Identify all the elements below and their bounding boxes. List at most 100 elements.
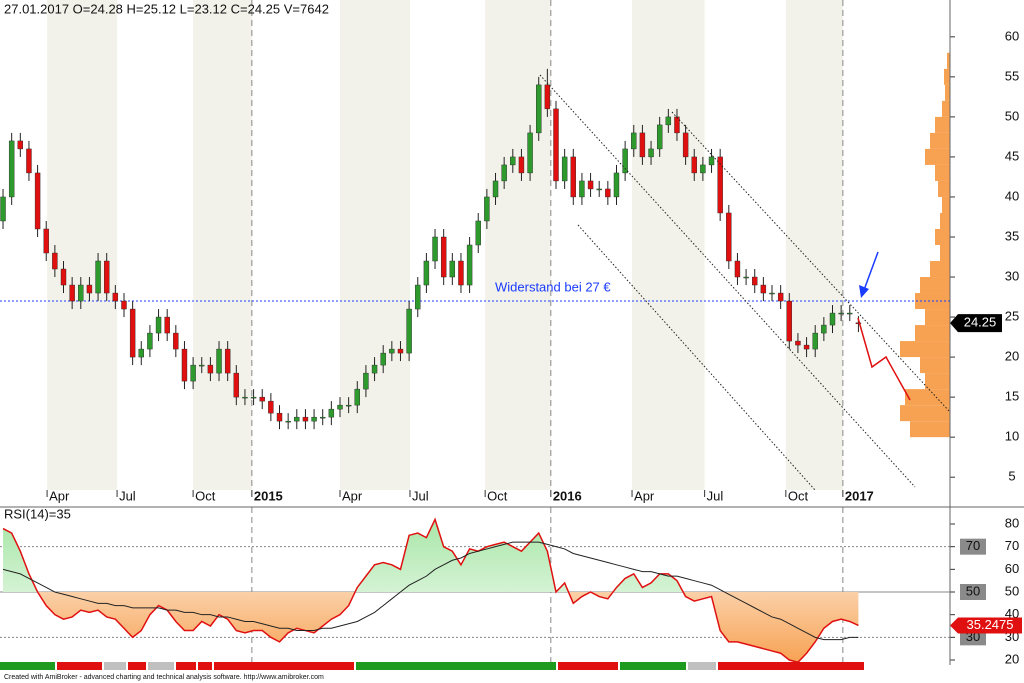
arrow	[863, 251, 879, 291]
candle-body	[363, 372, 369, 390]
candle-body	[527, 132, 533, 174]
background-band	[785, 0, 843, 490]
candle-body	[821, 324, 827, 334]
candle-body	[17, 140, 24, 150]
y-tick-label: 15	[1005, 389, 1019, 404]
candle-body	[812, 332, 818, 350]
level-box	[960, 538, 986, 555]
candle-body	[311, 416, 317, 422]
candle-body	[510, 156, 516, 166]
trend-channel	[671, 111, 951, 413]
candle-body	[380, 352, 386, 366]
level-label: 50	[966, 583, 980, 598]
level-label: 70	[966, 538, 980, 553]
candle-body	[855, 322, 862, 325]
candle-body	[466, 244, 473, 286]
background-band	[47, 0, 118, 490]
candle-body	[147, 332, 153, 350]
level-box	[960, 584, 986, 601]
volume-profile-bar	[942, 100, 950, 117]
candle-body	[518, 156, 525, 174]
y-tick-label: 60	[1005, 28, 1019, 43]
volume-profile-bar	[910, 421, 950, 438]
y-tick-label: 55	[1005, 68, 1019, 83]
candle-body	[726, 212, 732, 262]
volume-profile-bar	[935, 228, 950, 245]
candle-body	[596, 188, 602, 191]
volume-profile-bar	[930, 132, 950, 149]
indicator-line	[2, 517, 859, 664]
candle-body	[78, 284, 84, 302]
candle-body	[544, 84, 551, 110]
y-tick-label: 10	[1005, 429, 1019, 444]
candle-body	[536, 84, 542, 134]
candle-body	[492, 180, 499, 198]
volume-profile-bar	[940, 245, 950, 262]
last-price-label: 24.25	[964, 315, 997, 330]
y-tick-label: 30	[1005, 268, 1019, 283]
volume-profile-bar	[900, 341, 950, 358]
y-tick-label: 40	[1005, 606, 1019, 621]
candle-body	[484, 196, 490, 222]
y-tick-label: 25	[1005, 308, 1019, 323]
y-tick-label: 50	[1005, 108, 1019, 123]
candle-body	[631, 132, 637, 150]
candle-body	[26, 148, 32, 174]
candle-body	[34, 172, 41, 230]
background-band	[193, 0, 252, 490]
candle-body	[829, 312, 836, 326]
candle-body	[121, 300, 127, 310]
x-tick-label: Jul	[119, 488, 136, 503]
candle-body	[803, 344, 810, 350]
candle-body	[475, 220, 481, 246]
candle-body	[164, 316, 170, 334]
candle-body	[155, 316, 162, 334]
candle-body	[328, 408, 335, 418]
candle-body	[440, 236, 447, 278]
candle-body	[605, 188, 611, 198]
x-tick-label: Jul	[707, 488, 724, 503]
candle-body	[216, 348, 222, 374]
credit: Created with AmiBroker - advanced charti…	[4, 674, 324, 681]
candle-body	[682, 132, 689, 158]
y-tick-label: 70	[1005, 538, 1019, 553]
y-tick-label: 60	[1005, 561, 1019, 576]
volume-profile-bar	[930, 261, 950, 278]
candle-body	[294, 416, 300, 422]
background-band	[485, 0, 551, 490]
candle-body	[691, 156, 697, 174]
candle-body	[242, 396, 248, 399]
candle-body	[276, 412, 283, 422]
candle-body	[743, 276, 749, 279]
candle-body	[60, 268, 67, 286]
y-tick-label: 5	[1008, 469, 1015, 484]
x-tick-label: 2015	[254, 488, 283, 503]
x-tick-label: Oct	[788, 488, 809, 503]
candle-body	[181, 348, 188, 382]
candle-body	[397, 348, 404, 354]
candle-body	[43, 228, 49, 254]
candle-body	[708, 156, 715, 166]
candle-body	[190, 364, 196, 382]
candle-body	[250, 396, 257, 399]
x-tick-label: Apr	[342, 488, 363, 503]
rsi-value-box	[950, 617, 1022, 634]
volume-profile-bar	[938, 180, 950, 197]
candle-body	[570, 156, 576, 198]
candle-body	[665, 116, 672, 126]
candle-body	[199, 364, 205, 367]
candle-body	[734, 260, 741, 278]
candle-body	[449, 260, 456, 278]
y-tick-label: 40	[1005, 188, 1019, 203]
volume-profile-bar	[905, 389, 950, 406]
candle-body	[760, 284, 767, 294]
volume-profile-bar	[920, 357, 950, 374]
candle-body	[8, 140, 15, 198]
background-band	[632, 0, 705, 490]
candle-body	[587, 180, 594, 190]
candle-body	[259, 396, 265, 402]
candle-body	[86, 284, 93, 294]
candle-body	[389, 348, 395, 354]
candle-body	[795, 340, 801, 346]
volume-profile-bar	[944, 68, 950, 85]
